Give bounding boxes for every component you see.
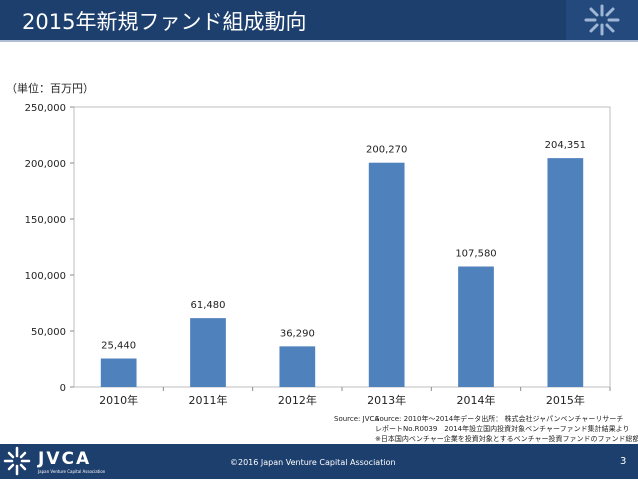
bar	[190, 318, 226, 387]
data-label: 61,480	[191, 300, 226, 311]
jvca-logo: JVCA Japan Venture Capital Association	[0, 444, 120, 479]
footer-bar: JVCA Japan Venture Capital Association ©…	[0, 444, 638, 479]
data-label: 36,290	[280, 328, 315, 339]
source-label: Source: JVCA	[334, 415, 380, 423]
plot-area	[73, 106, 611, 388]
logo-text: JVCA	[38, 449, 92, 469]
source-line: レポートNo.R0039 2014年設立国内投資対象ベンチャーファンド集計結果よ…	[375, 425, 630, 433]
data-label: 204,351	[545, 140, 586, 151]
page-number: 3	[620, 456, 627, 467]
x-tick-label: 2015年	[546, 393, 585, 407]
y-tick-label: 200,000	[25, 159, 66, 170]
x-tick-label: 2013年	[367, 393, 406, 407]
data-label: 25,440	[101, 341, 136, 352]
source-notes: Source: 2010年～2014年データ出所： 株式会社ジャパンベンチャーリ…	[375, 414, 638, 444]
jvca-star-icon	[566, 0, 638, 40]
source-line: ※日本国内ベンチャー企業を投資対象とするベンチャー投資ファンドのファンド総額。	[375, 435, 638, 443]
bar	[368, 162, 405, 387]
bar	[279, 346, 316, 387]
x-tick-label: 2011年	[189, 393, 228, 407]
data-label: 107,580	[455, 249, 496, 260]
data-label: 200,270	[366, 145, 407, 156]
bar	[100, 358, 137, 387]
bar	[458, 266, 494, 387]
bar	[547, 158, 584, 387]
copyright: ©2016 Japan Venture Capital Association	[230, 458, 396, 467]
y-tick-label: 0	[60, 383, 66, 394]
y-tick-label: 50,000	[31, 327, 66, 338]
bar-chart: 0 50,000 100,000 150,000 200,000 250,000 25,44…	[25, 103, 611, 407]
source-line: Source: 2010年～2014年データ出所： 株式会社ジャパンベンチャーリ…	[375, 415, 624, 423]
x-tick-label: 2010年	[99, 393, 138, 407]
y-tick-label: 150,000	[25, 215, 66, 226]
y-tick-label: 250,000	[25, 103, 66, 114]
header-divider	[0, 40, 638, 42]
header-bar: 2015年新規ファンド組成動向	[0, 0, 638, 40]
jvca-logo-icon	[3, 446, 31, 476]
page-title: 2015年新規ファンド組成動向	[22, 10, 307, 34]
y-tick-label: 100,000	[25, 271, 66, 282]
unit-label: （単位：百万円）	[6, 82, 94, 95]
x-tick-label: 2012年	[278, 393, 317, 407]
x-tick-label: 2014年	[457, 393, 496, 407]
logo-subtext: Japan Venture Capital Association	[38, 469, 106, 474]
